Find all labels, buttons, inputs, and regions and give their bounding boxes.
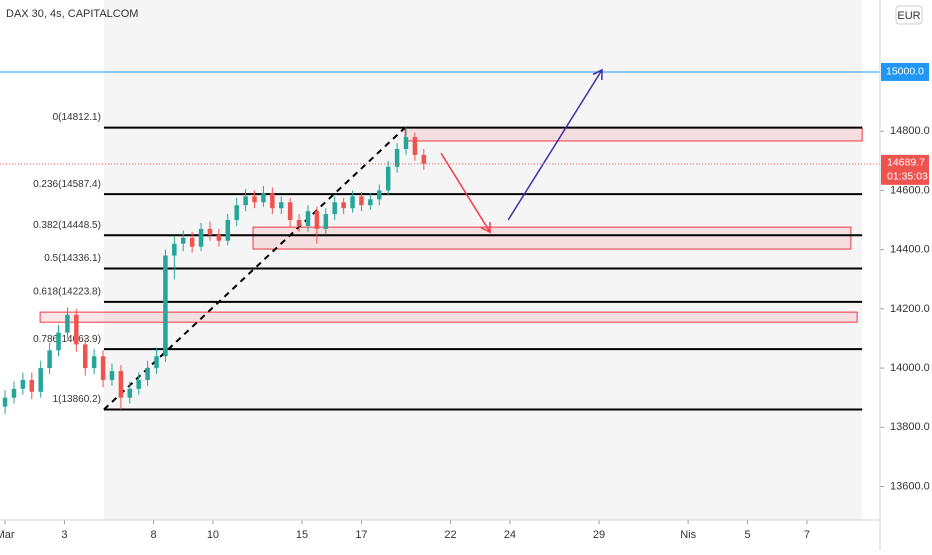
candle-body	[2, 397, 8, 407]
candle-body	[154, 356, 159, 369]
candle-body	[314, 211, 320, 229]
zone	[39, 311, 858, 323]
trend-line	[103, 126, 406, 411]
last-price-label: 14689.7	[887, 157, 925, 169]
candle-body	[82, 344, 88, 369]
x-tick-label: 3	[61, 529, 67, 541]
y-tick-label: 14200.0	[890, 303, 930, 315]
x-tick-label: 22	[444, 529, 456, 541]
last-price-badge	[881, 154, 929, 185]
arrow-head	[592, 68, 603, 80]
candle-body	[225, 220, 231, 241]
fib-label: 0.5(14336.1)	[44, 253, 101, 264]
candle-body	[394, 148, 400, 167]
candle-body	[296, 220, 302, 226]
candle-body	[252, 196, 257, 203]
y-tick-label: 14000.0	[890, 362, 930, 374]
y-tick-label: 14800.0	[890, 125, 930, 137]
y-tick-label: 14400.0	[890, 244, 930, 256]
x-tick-label: 7	[804, 529, 810, 541]
candle-body	[270, 193, 275, 209]
fib-label: 0.382(14448.5)	[33, 220, 101, 231]
zone	[252, 226, 852, 250]
fib-label: 0.786(14063.9)	[33, 334, 101, 345]
fib-label: 0.618(14223.8)	[33, 286, 101, 297]
candle-body	[403, 137, 409, 149]
candle-body	[332, 202, 337, 215]
candle-body	[91, 356, 97, 369]
fib-label: 0(14812.1)	[53, 112, 101, 123]
fib-label: 0.236(14587.4)	[33, 179, 101, 190]
candle-body	[341, 202, 346, 209]
candle-body	[189, 237, 195, 247]
x-tick-label: Nis	[680, 529, 696, 541]
arrow-head	[480, 222, 491, 234]
candle-body	[216, 234, 222, 241]
y-tick-label: 13600.0	[890, 480, 930, 492]
x-tick-label: 17	[355, 529, 367, 541]
candle-body	[287, 202, 293, 221]
candle-body	[180, 237, 186, 244]
candle-body	[47, 350, 52, 369]
candle-body	[198, 228, 204, 247]
x-tick-label: 29	[593, 529, 605, 541]
chart-title: DAX 30, 4s, CAPITALCOM	[6, 8, 138, 20]
x-tick-label: 10	[207, 529, 219, 541]
x-tick-label: 15	[296, 529, 308, 541]
candle-body	[421, 154, 427, 164]
candle-body	[163, 255, 168, 357]
candle-body	[74, 314, 79, 345]
candle-body	[100, 356, 106, 380]
countdown-label: 01:35:03	[887, 171, 928, 183]
candle-body	[38, 368, 43, 392]
candle-body	[20, 379, 26, 389]
candle-body	[243, 196, 248, 206]
candle-body	[412, 137, 418, 155]
hline-badge	[881, 62, 929, 81]
candle-body	[359, 196, 364, 206]
candle-body	[65, 314, 70, 333]
candle-body	[377, 190, 382, 200]
candle-body	[172, 243, 177, 256]
candle-body	[11, 388, 17, 398]
currency-button[interactable]	[895, 5, 923, 25]
x-tick-label: 8	[150, 529, 156, 541]
candle-body	[109, 371, 115, 380]
zone	[404, 127, 863, 142]
candle-body	[56, 332, 61, 351]
candle-body	[145, 368, 150, 380]
candle-body	[29, 379, 35, 392]
hline-label: 15000.0	[886, 66, 924, 78]
candle-body	[118, 371, 124, 398]
candle-body	[350, 196, 355, 209]
candle-body	[279, 202, 284, 209]
candle-body	[127, 388, 133, 398]
x-tick-label: 5	[744, 529, 750, 541]
candle-body	[305, 211, 311, 226]
candle-body	[323, 214, 329, 229]
candle-body	[207, 228, 213, 235]
fib-label: 1(13860.2)	[53, 394, 101, 405]
x-tick-label: 24	[504, 529, 516, 541]
candle-body	[234, 205, 239, 221]
candle-body	[261, 193, 266, 203]
y-tick-label: 13800.0	[890, 421, 930, 433]
currency-label: EUR	[897, 10, 920, 22]
arrow	[440, 152, 491, 233]
fib-background	[103, 0, 863, 520]
candle-body	[136, 379, 141, 389]
x-tick-label: Mar	[0, 529, 15, 541]
arrow	[507, 69, 603, 221]
candle-body	[368, 199, 373, 206]
candle-body	[385, 166, 391, 191]
y-tick-label: 14600.0	[890, 184, 930, 196]
